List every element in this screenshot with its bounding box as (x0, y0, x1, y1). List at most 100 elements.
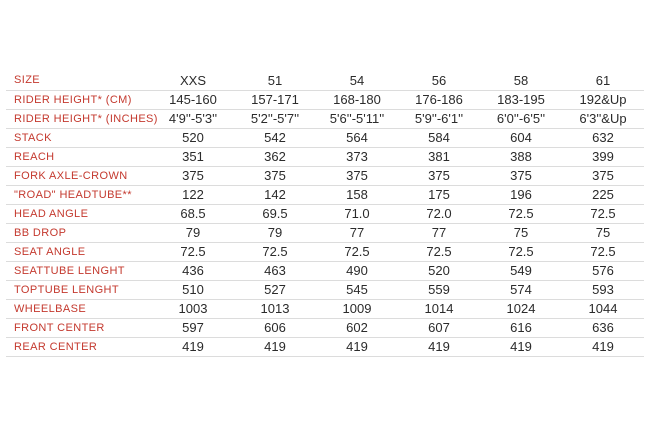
cell-value: 419 (152, 337, 234, 357)
cell-value: 419 (480, 337, 562, 357)
column-header-51: 51 (234, 71, 316, 91)
row-label: SEAT ANGLE (6, 242, 152, 262)
row-label: WHEELBASE (6, 299, 152, 319)
cell-value: 632 (562, 128, 644, 148)
cell-value: 72.5 (480, 204, 562, 224)
cell-value: 72.5 (152, 242, 234, 262)
column-header-54: 54 (316, 71, 398, 91)
cell-value: 574 (480, 280, 562, 300)
table-row: HEAD ANGLE 68.5 69.5 71.0 72.0 72.5 72.5 (6, 204, 644, 224)
cell-value: 122 (152, 185, 234, 205)
cell-value: 69.5 (234, 204, 316, 224)
table-row: SEATTUBE LENGHT 436 463 490 520 549 576 (6, 261, 644, 281)
cell-value: 6'3''&Up (562, 109, 644, 129)
cell-value: 527 (234, 280, 316, 300)
table-row: BB DROP 79 79 77 77 75 75 (6, 223, 644, 243)
column-header-56: 56 (398, 71, 480, 91)
table-row: FRONT CENTER 597 606 602 607 616 636 (6, 318, 644, 338)
table-row: WHEELBASE 1003 1013 1009 1014 1024 1044 (6, 299, 644, 319)
row-label: BB DROP (6, 223, 152, 243)
column-header-xxs: XXS (152, 71, 234, 91)
cell-value: 419 (562, 337, 644, 357)
cell-value: 5'9''-6'1'' (398, 109, 480, 129)
cell-value: 72.0 (398, 204, 480, 224)
cell-value: 79 (152, 223, 234, 243)
cell-value: 77 (316, 223, 398, 243)
cell-value: 636 (562, 318, 644, 338)
cell-value: 381 (398, 147, 480, 167)
cell-value: 192&Up (562, 90, 644, 110)
cell-value: 545 (316, 280, 398, 300)
cell-value: 72.5 (316, 242, 398, 262)
cell-value: 373 (316, 147, 398, 167)
cell-value: 375 (480, 166, 562, 186)
cell-value: 1013 (234, 299, 316, 319)
cell-value: 520 (398, 261, 480, 281)
cell-value: 388 (480, 147, 562, 167)
cell-value: 1014 (398, 299, 480, 319)
row-label: FRONT CENTER (6, 318, 152, 338)
row-label: SEATTUBE LENGHT (6, 261, 152, 281)
table-row: "ROAD" HEADTUBE** 122 142 158 175 196 225 (6, 185, 644, 205)
cell-value: 71.0 (316, 204, 398, 224)
cell-value: 6'0''-6'5'' (480, 109, 562, 129)
cell-value: 549 (480, 261, 562, 281)
cell-value: 490 (316, 261, 398, 281)
table-row: REACH 351 362 373 381 388 399 (6, 147, 644, 167)
cell-value: 419 (398, 337, 480, 357)
geometry-table: SIZE XXS 51 54 56 58 61 RIDER HEIGHT* (CM) 145-… (6, 71, 644, 357)
cell-value: 183-195 (480, 90, 562, 110)
row-label: TOPTUBE LENGHT (6, 280, 152, 300)
cell-value: 1044 (562, 299, 644, 319)
cell-value: 375 (562, 166, 644, 186)
table-row: TOPTUBE LENGHT 510 527 545 559 574 593 (6, 280, 644, 300)
cell-value: 225 (562, 185, 644, 205)
cell-value: 419 (234, 337, 316, 357)
cell-value: 1009 (316, 299, 398, 319)
cell-value: 1003 (152, 299, 234, 319)
cell-value: 616 (480, 318, 562, 338)
row-label: REACH (6, 147, 152, 167)
cell-value: 375 (152, 166, 234, 186)
cell-value: 142 (234, 185, 316, 205)
cell-value: 436 (152, 261, 234, 281)
cell-value: 68.5 (152, 204, 234, 224)
table-row: RIDER HEIGHT* (INCHES) 4'9''-5'3'' 5'2''-5… (6, 109, 644, 129)
cell-value: 72.5 (562, 204, 644, 224)
cell-value: 5'6''-5'11'' (316, 109, 398, 129)
cell-value: 72.5 (398, 242, 480, 262)
table-row: RIDER HEIGHT* (CM) 145-160 157-171 168-180 1… (6, 90, 644, 110)
cell-value: 606 (234, 318, 316, 338)
cell-value: 597 (152, 318, 234, 338)
cell-value: 375 (398, 166, 480, 186)
header-row: SIZE XXS 51 54 56 58 61 (6, 71, 644, 91)
cell-value: 375 (316, 166, 398, 186)
cell-value: 72.5 (234, 242, 316, 262)
column-header-61: 61 (562, 71, 644, 91)
cell-value: 604 (480, 128, 562, 148)
cell-value: 75 (562, 223, 644, 243)
cell-value: 510 (152, 280, 234, 300)
cell-value: 77 (398, 223, 480, 243)
cell-value: 168-180 (316, 90, 398, 110)
row-label: RIDER HEIGHT* (INCHES) (6, 109, 157, 129)
cell-value: 362 (234, 147, 316, 167)
table-row: REAR CENTER 419 419 419 419 419 419 (6, 337, 644, 357)
cell-value: 602 (316, 318, 398, 338)
cell-value: 584 (398, 128, 480, 148)
cell-value: 175 (398, 185, 480, 205)
cell-value: 576 (562, 261, 644, 281)
cell-value: 176-186 (398, 90, 480, 110)
size-row-label: SIZE (6, 71, 152, 91)
cell-value: 75 (480, 223, 562, 243)
geometry-table-body: RIDER HEIGHT* (CM) 145-160 157-171 168-180 1… (6, 90, 644, 357)
cell-value: 157-171 (234, 90, 316, 110)
cell-value: 72.5 (480, 242, 562, 262)
cell-value: 520 (152, 128, 234, 148)
row-label: REAR CENTER (6, 337, 152, 357)
cell-value: 593 (562, 280, 644, 300)
row-label: HEAD ANGLE (6, 204, 152, 224)
row-label: FORK AXLE-CROWN (6, 166, 152, 186)
cell-value: 196 (480, 185, 562, 205)
